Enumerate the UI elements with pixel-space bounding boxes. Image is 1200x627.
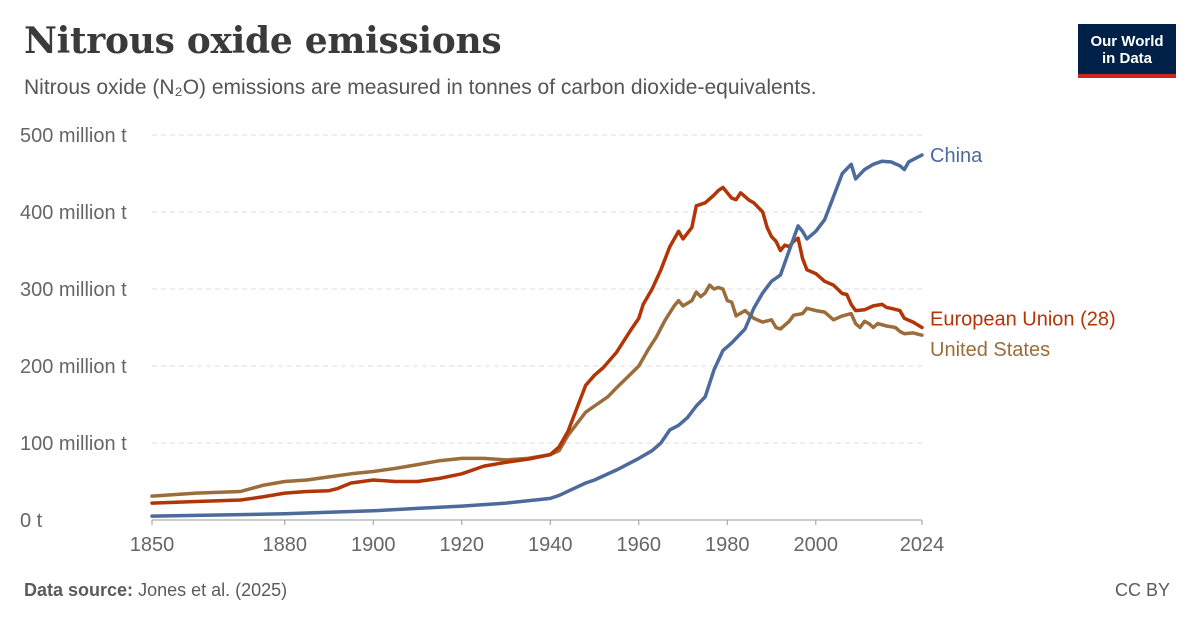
x-tick-label: 1940 — [528, 534, 573, 556]
y-axis-labels: 0 t 100 million t 200 million t 300 million… — [20, 125, 127, 532]
y-tick-label: 300 million t — [20, 279, 127, 301]
series-label-china[interactable]: China — [930, 145, 983, 167]
x-tick-label: 1850 — [130, 534, 175, 556]
x-tick-label: 1920 — [440, 534, 485, 556]
series-lines — [150, 153, 924, 518]
data-source-text[interactable]: Jones et al. (2025) — [138, 580, 288, 600]
series-label-united-states[interactable]: United States — [930, 339, 1050, 361]
x-tick-label: 2000 — [794, 534, 839, 556]
x-tick-label: 1880 — [263, 534, 308, 556]
y-tick-label: 500 million t — [20, 125, 127, 147]
series-label-european-union-28[interactable]: European Union (28) — [930, 308, 1116, 330]
logo-line-2: in Data — [1101, 50, 1152, 67]
license-badge[interactable]: CC BY — [1114, 580, 1170, 600]
y-tick-label: 200 million t — [20, 356, 127, 378]
y-tick-label: 100 million t — [20, 433, 127, 455]
chart-title: Nitrous oxide emissions — [24, 20, 502, 62]
data-source-label: Data source: — [24, 580, 134, 600]
x-axis: 1850 1880 1900 1920 1940 1960 1980 2000 2024 — [130, 519, 945, 556]
y-tick-label: 0 t — [20, 510, 43, 532]
series-line-european-union-28[interactable] — [150, 185, 924, 505]
chart-subtitle: Nitrous oxide (N₂O) emissions are measur… — [24, 76, 817, 99]
logo-line-1: Our World — [1090, 33, 1164, 50]
x-tick-label: 1960 — [617, 534, 662, 556]
x-tick-label: 2024 — [900, 534, 945, 556]
series-line-united-states[interactable] — [150, 283, 924, 498]
owid-logo[interactable]: Our World in Data — [1078, 24, 1176, 78]
series-labels: China European Union (28) United States — [930, 145, 1116, 361]
x-tick-label: 1980 — [705, 534, 750, 556]
series-line-china[interactable] — [150, 153, 924, 518]
y-tick-label: 400 million t — [20, 202, 127, 224]
x-tick-label: 1900 — [351, 534, 396, 556]
data-source: Data source: Jones et al. (2025) — [24, 580, 287, 601]
gridlines — [152, 134, 922, 444]
